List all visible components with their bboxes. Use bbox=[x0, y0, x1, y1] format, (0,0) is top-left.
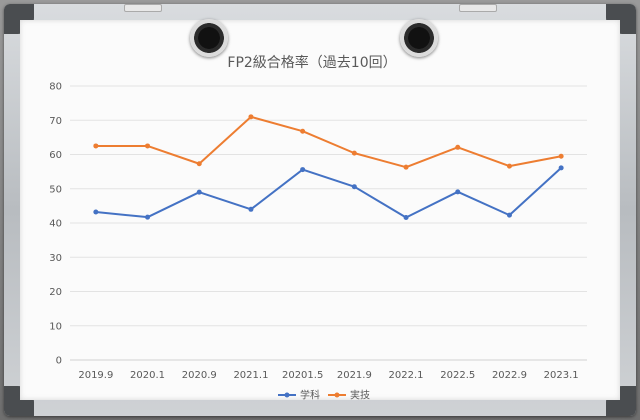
data-point bbox=[351, 184, 357, 190]
x-tick-label: 2019.9 bbox=[78, 370, 113, 381]
data-point bbox=[455, 144, 461, 150]
chart-title: FP2級合格率（過去10回） bbox=[227, 54, 396, 71]
data-point bbox=[300, 167, 306, 173]
data-point bbox=[196, 161, 202, 167]
data-point bbox=[300, 128, 306, 134]
legend: 学科 実技 bbox=[278, 389, 370, 402]
frame-clip bbox=[124, 4, 162, 12]
legend-marker bbox=[284, 392, 290, 398]
whiteboard-surface bbox=[20, 20, 620, 400]
x-tick-label: 2020.9 bbox=[182, 370, 217, 381]
y-tick-label: 0 bbox=[56, 356, 62, 367]
legend-label: 実技 bbox=[350, 389, 370, 402]
legend-item: 実技 bbox=[328, 389, 370, 402]
y-tick-label: 50 bbox=[49, 184, 62, 195]
data-point bbox=[455, 189, 461, 195]
x-tick-label: 2021.9 bbox=[337, 370, 372, 381]
data-point bbox=[145, 143, 151, 149]
y-tick-label: 30 bbox=[49, 253, 62, 264]
grid-lines bbox=[70, 85, 587, 361]
data-point bbox=[196, 189, 202, 195]
legend-label: 学科 bbox=[300, 389, 320, 402]
data-point bbox=[403, 164, 409, 170]
y-tick-label: 20 bbox=[49, 287, 62, 298]
y-tick-label: 40 bbox=[49, 219, 62, 230]
x-tick-label: 2023.1 bbox=[544, 370, 579, 381]
data-point bbox=[558, 153, 564, 159]
x-tick-label: 2020.1 bbox=[130, 370, 165, 381]
data-point bbox=[506, 163, 512, 169]
x-tick-label: 20201.5 bbox=[282, 370, 323, 381]
x-tick-label: 2022.1 bbox=[389, 370, 424, 381]
y-tick-label: 70 bbox=[49, 116, 62, 127]
data-point bbox=[93, 143, 99, 149]
y-tick-label: 80 bbox=[49, 82, 62, 93]
legend-marker bbox=[334, 392, 340, 398]
y-axis-ticks: 0 10 20 30 40 50 60 70 80 bbox=[49, 82, 62, 367]
data-point bbox=[145, 214, 151, 220]
magnet-icon bbox=[400, 19, 438, 57]
data-point bbox=[351, 150, 357, 156]
data-point bbox=[506, 212, 512, 218]
frame-clip bbox=[459, 4, 497, 12]
magnet-icon bbox=[190, 19, 228, 57]
series-1 bbox=[93, 165, 564, 221]
x-tick-label: 2022.9 bbox=[492, 370, 527, 381]
series-line bbox=[95, 115, 562, 169]
data-point bbox=[93, 209, 99, 215]
series-line bbox=[95, 167, 562, 219]
y-tick-label: 60 bbox=[49, 150, 62, 161]
data-point bbox=[248, 206, 254, 212]
x-axis-ticks: 2019.9 2020.1 2020.9 2021.1 20201.5 2021.9 202… bbox=[78, 370, 578, 381]
series-2 bbox=[93, 114, 564, 170]
data-point bbox=[403, 215, 409, 221]
x-tick-label: 2022.5 bbox=[440, 370, 475, 381]
y-tick-label: 10 bbox=[49, 321, 62, 332]
data-point bbox=[558, 165, 564, 171]
legend-item: 学科 bbox=[278, 389, 320, 402]
x-tick-label: 2021.1 bbox=[233, 370, 268, 381]
data-point bbox=[248, 114, 254, 120]
series-group bbox=[93, 114, 564, 221]
